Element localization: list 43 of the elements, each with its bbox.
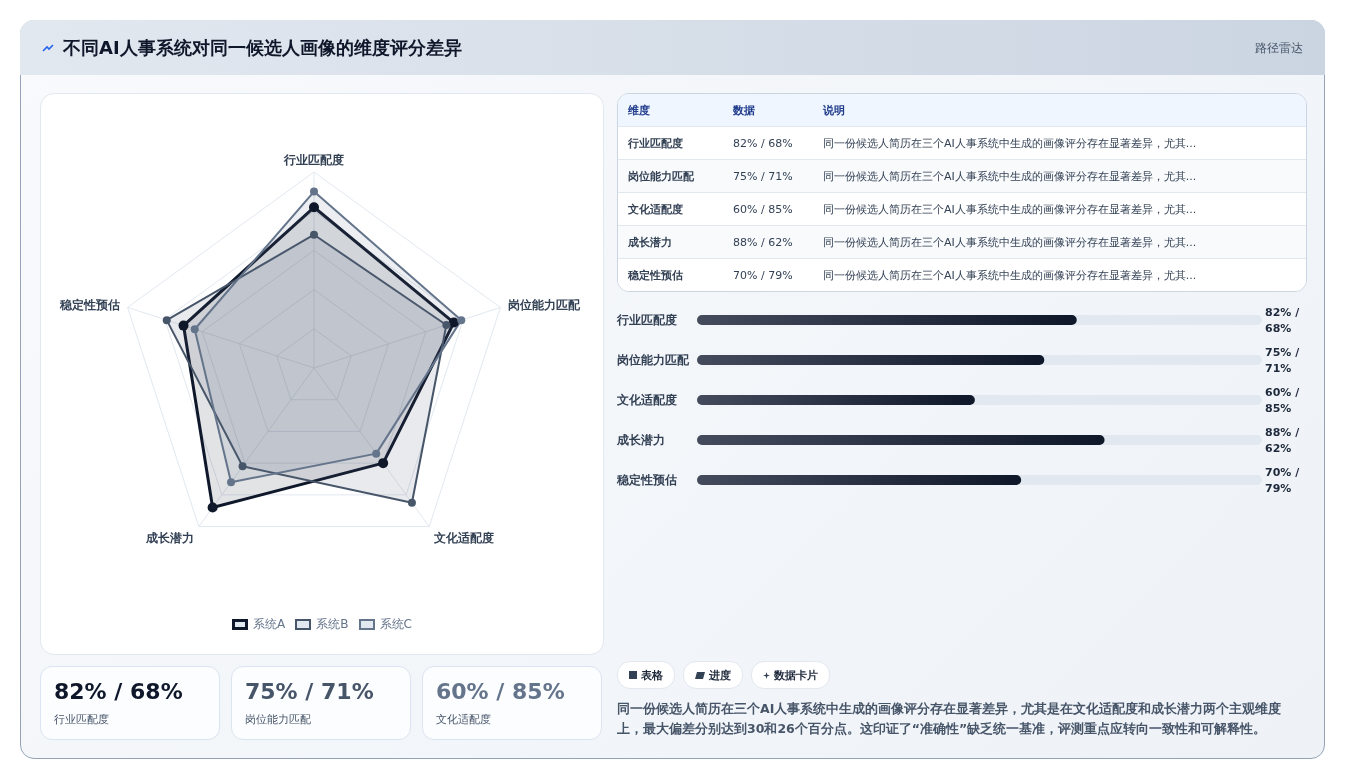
text: 维度 bbox=[627, 102, 651, 119]
text: 同一份候选人简历在三个AI人事系统中生成的画像评分存在显著差异，尤其... bbox=[813, 126, 1306, 160]
category-label: 文化适配度 bbox=[436, 712, 491, 727]
text: 说明 bbox=[822, 102, 846, 119]
text: 88% / 62% bbox=[733, 235, 793, 249]
spoke-label: 稳定性预估 bbox=[58, 298, 120, 313]
text: 同一份候选人简历在三个AI人事系统中生成的画像评分存在显著差异，尤其... bbox=[813, 225, 1306, 259]
text: 数据 bbox=[732, 102, 756, 119]
spoke-label: 岗位能力匹配 bbox=[508, 298, 582, 313]
text: 同一份候选人简历在三个AI人事系统中生成的画像评分存在显著差异，尤其... bbox=[813, 159, 1306, 193]
text: 75% / 71% bbox=[733, 169, 793, 183]
text: 同一份候选人简历在三个AI人事系统中生成的画像评分存在显著差异，尤其... bbox=[813, 192, 1306, 226]
legend-label: 系统B bbox=[315, 616, 349, 633]
data-label: 60% / 85% bbox=[1265, 386, 1301, 415]
text: 75% / 71% bbox=[245, 679, 374, 704]
text: 数据卡片 bbox=[751, 661, 830, 689]
text: 82% / 68% bbox=[54, 679, 183, 704]
chart-title: 不同AI人事系统对同一候选人画像的维度评分差异 bbox=[63, 35, 462, 60]
text: 60% / 85% bbox=[733, 202, 793, 216]
text: 70% / 79% bbox=[733, 268, 793, 282]
category-label: 岗位能力匹配 bbox=[245, 712, 311, 727]
text: 同一份候选人简历在三个AI人事系统中生成的画像评分存在显著差异，尤其是在文化适配度和成长潜力两个主观维度上，最大偏差分别达到30和26个百分点。这印证了“准确性”缺乏统一基准，评测重点应转向一致性和可解释性。 bbox=[617, 700, 1283, 738]
legend-label: 系统C bbox=[378, 616, 412, 633]
spoke-label: 文化适配度 bbox=[432, 530, 494, 545]
data-label: 70% / 79% bbox=[1265, 466, 1301, 495]
category-label: 行业匹配度 bbox=[54, 712, 109, 727]
text: 表格 bbox=[617, 661, 675, 689]
text: 路径雷达 bbox=[1255, 40, 1303, 57]
y-tick-label: 文化适配度 bbox=[616, 393, 677, 407]
legend-label: 系统A bbox=[252, 616, 286, 633]
y-tick-label: 稳定性预估 bbox=[616, 473, 677, 487]
spoke-label: 成长潜力 bbox=[145, 530, 195, 545]
text: 82% / 68% bbox=[733, 136, 793, 150]
y-tick-label: 岗位能力匹配 bbox=[617, 353, 690, 367]
y-tick-label: 成长潜力 bbox=[616, 433, 665, 447]
data-label: 88% / 62% bbox=[1265, 426, 1301, 455]
spoke-label: 行业匹配度 bbox=[283, 153, 344, 167]
y-tick-label: 行业匹配度 bbox=[616, 313, 677, 327]
text: 60% / 85% bbox=[436, 679, 565, 704]
text: 进度 bbox=[683, 661, 743, 689]
text: 同一份候选人简历在三个AI人事系统中生成的画像评分存在显著差异，尤其... bbox=[813, 258, 1306, 291]
data-label: 82% / 68% bbox=[1265, 306, 1301, 335]
data-label: 75% / 71% bbox=[1265, 346, 1301, 375]
